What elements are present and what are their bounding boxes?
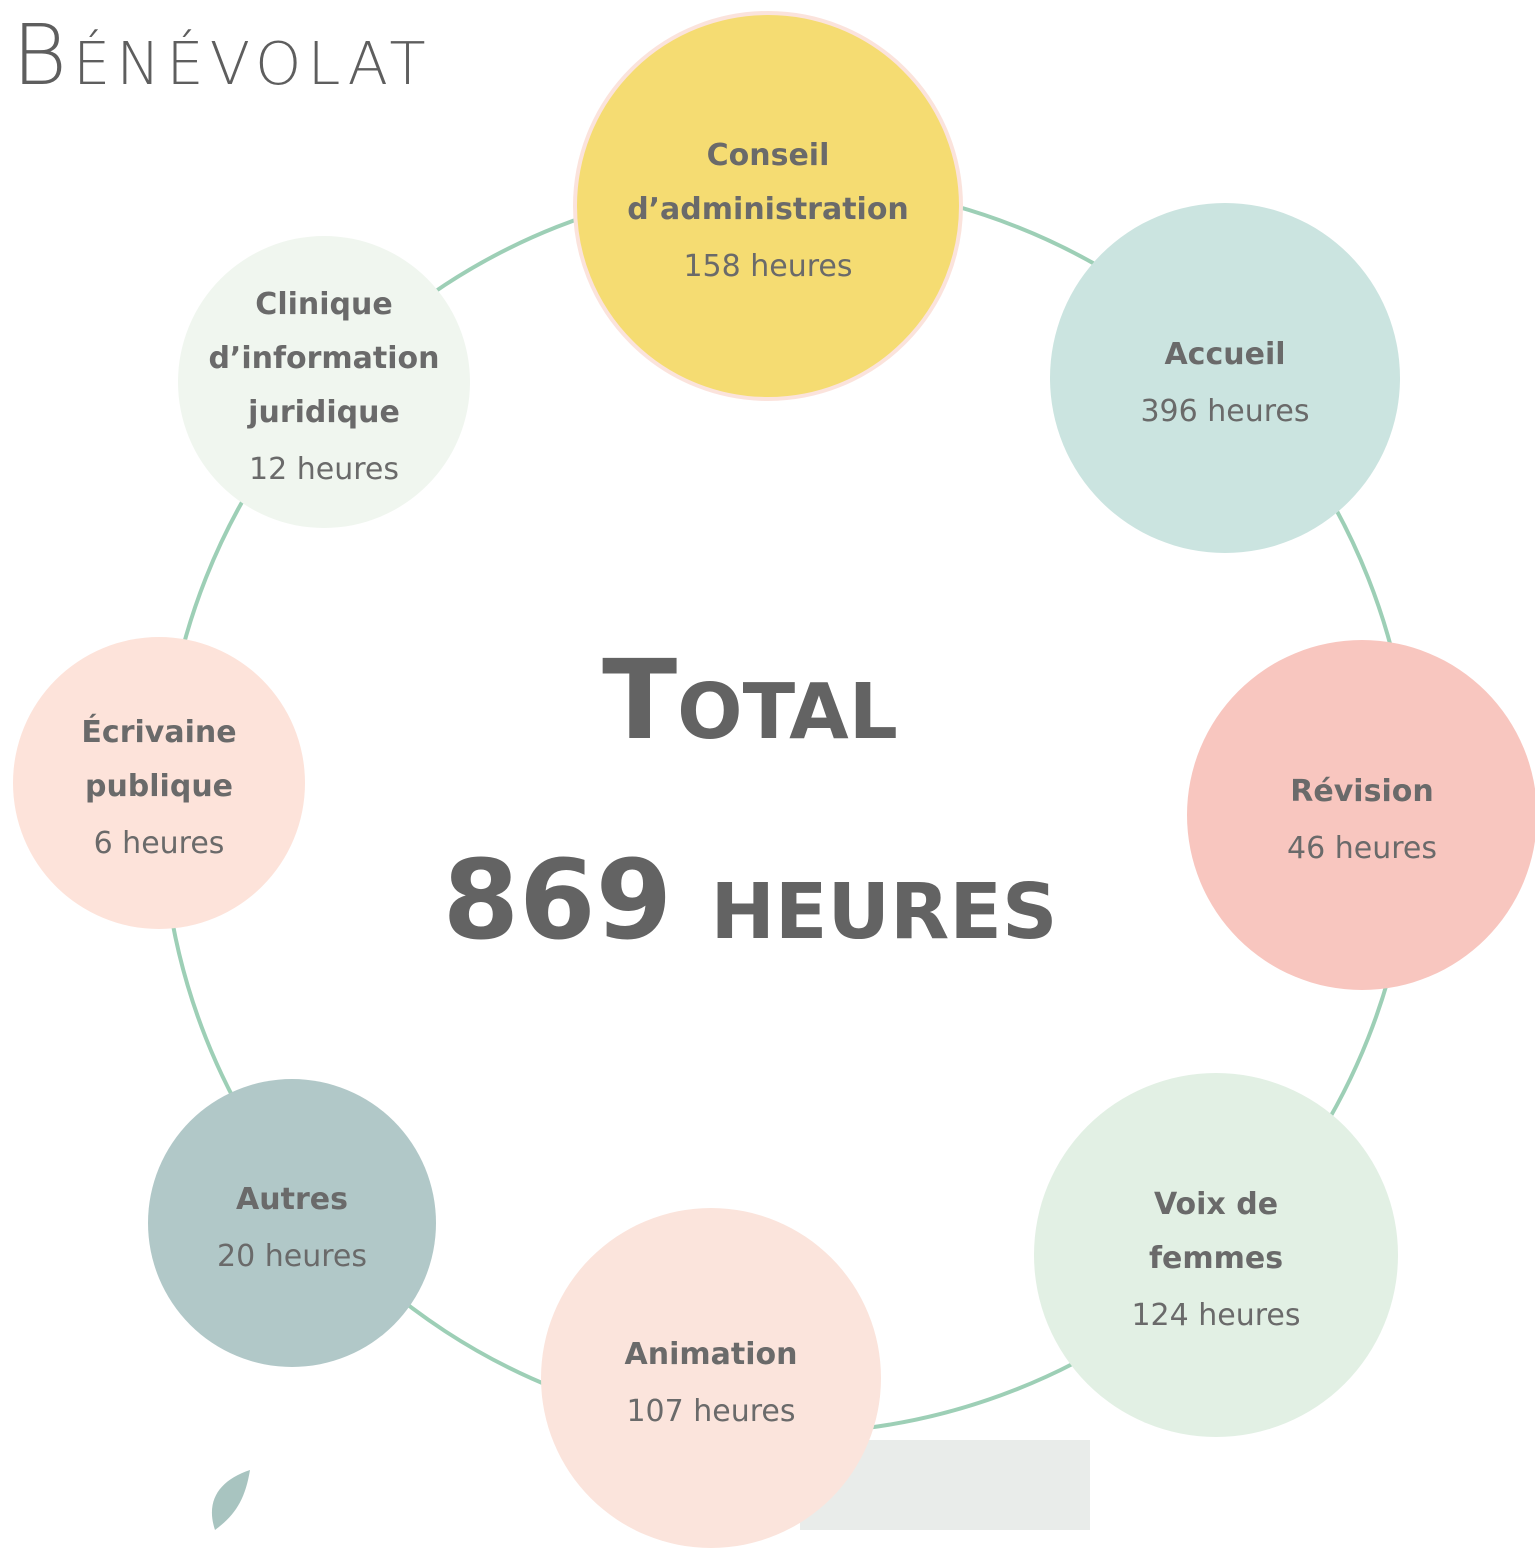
page: Bénévolat Total 869 heures (() => { cons… [0, 0, 1535, 1530]
activity-label: juridique [248, 386, 400, 440]
activity-circle: Révision 46 heures [1187, 640, 1535, 990]
activity-label: Voix de [1154, 1178, 1278, 1232]
activity-label: Conseil [707, 129, 830, 183]
activity-hours: 6 heures [94, 826, 225, 861]
activity-label: Écrivaine [81, 706, 236, 760]
total-label: Total [390, 630, 1110, 770]
activity-circle: Autres 20 heures [148, 1079, 436, 1367]
activity-circle: Accueil 396 heures [1050, 203, 1400, 553]
total: Total 869 heures [390, 630, 1110, 970]
activity-hours: 20 heures [217, 1239, 367, 1274]
activity-hours: 158 heures [683, 249, 852, 284]
activity-label: d’administration [627, 183, 909, 237]
activity-label: Autres [236, 1173, 348, 1227]
activity-label: Accueil [1164, 328, 1285, 382]
title: Bénévolat [12, 6, 432, 104]
activity-hours: 124 heures [1131, 1298, 1300, 1333]
activity-label: femmes [1149, 1232, 1283, 1286]
activity-label: Clinique [255, 278, 392, 332]
activity-hours: 46 heures [1287, 831, 1437, 866]
activity-label: d’information [208, 332, 439, 386]
activity-circle: Animation 107 heures [541, 1208, 881, 1548]
activity-hours: 12 heures [249, 452, 399, 487]
activity-label: publique [85, 760, 233, 814]
activity-hours: 107 heures [626, 1394, 795, 1429]
activity-label: Animation [625, 1328, 798, 1382]
activity-label: Révision [1290, 765, 1433, 819]
total-value: 869 heures [390, 830, 1110, 970]
activity-hours: 396 heures [1140, 394, 1309, 429]
leaf-decoration [212, 1470, 250, 1530]
